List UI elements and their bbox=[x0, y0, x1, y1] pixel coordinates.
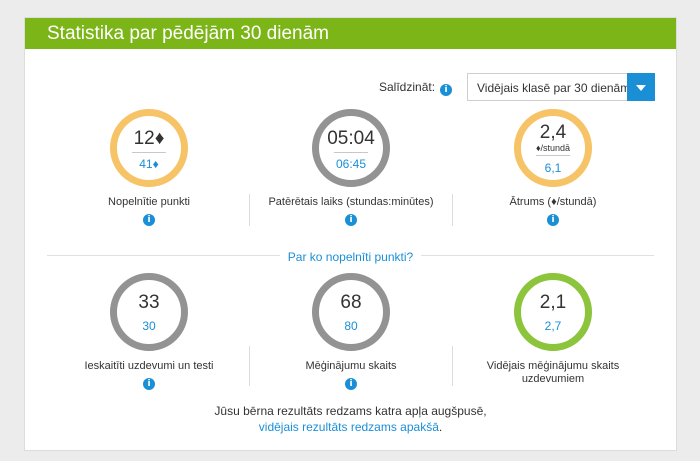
stat-label-line: uzdevumiem bbox=[521, 373, 585, 385]
chevron-down-icon[interactable] bbox=[627, 73, 655, 101]
column-separator bbox=[452, 194, 453, 226]
compare-select-value: Vidējais klasē par 30 dienām ( bbox=[477, 81, 627, 95]
stat-average-attempts: 2,1 2,7 Vidējais mēģinājumu skaits uzdev… bbox=[453, 273, 653, 386]
footer-note: Jūsu bērna rezultāts redzams katra apļa … bbox=[25, 403, 676, 435]
stat-compare-value: 6,1 bbox=[544, 161, 562, 175]
stat-ring: 05:04 06:45 bbox=[312, 109, 390, 187]
stat-label-line: Vidējais mēģinājumu skaits bbox=[486, 360, 620, 372]
stat-label: Nopelnītie punkti bbox=[108, 196, 190, 208]
statistics-panel: Statistika par pēdējām 30 dienām Salīdzi… bbox=[24, 17, 677, 451]
panel-title: Statistika par pēdējām 30 dienām bbox=[25, 18, 676, 49]
stat-compare-value: 2,7 bbox=[544, 319, 562, 333]
stat-value: 12♦ bbox=[133, 128, 165, 149]
info-icon[interactable]: i bbox=[143, 214, 155, 226]
column-separator bbox=[452, 346, 453, 386]
stat-compare-value: 80 bbox=[344, 319, 358, 333]
stat-time-spent: 05:04 06:45 Patērētais laiks (stundas:mi… bbox=[251, 109, 451, 227]
stat-earned-points: 12♦ 41♦ Nopelnītie punkti i bbox=[49, 109, 249, 227]
stat-label: Vidējais mēģinājumu skaits uzdevumiem bbox=[453, 360, 653, 386]
info-icon[interactable]: i bbox=[143, 378, 155, 390]
stat-speed: 2,4 ♦/stundā 6,1 Ātrums (♦/stundā) i bbox=[453, 109, 653, 227]
stat-value: 68 bbox=[340, 292, 362, 313]
stat-divider bbox=[334, 152, 368, 153]
stat-ring: 2,4 ♦/stundā 6,1 bbox=[514, 109, 592, 187]
compare-label-text: Salīdzināt: bbox=[379, 80, 436, 94]
footer-line: Jūsu bērna rezultāts redzams katra apļa … bbox=[214, 404, 487, 418]
stat-compare-value: 30 bbox=[142, 319, 156, 333]
stat-ring: 12♦ 41♦ bbox=[110, 109, 188, 187]
footer-period: . bbox=[438, 420, 443, 434]
compare-label: Salīdzināt: i bbox=[379, 80, 453, 96]
info-icon[interactable]: i bbox=[547, 214, 559, 226]
stat-unit: ♦/stundā bbox=[535, 143, 571, 153]
info-icon[interactable]: i bbox=[440, 84, 453, 96]
stat-value: 05:04 bbox=[327, 128, 375, 149]
stat-attempts: 68 80 Mēģinājumu skaits i bbox=[251, 273, 451, 391]
stat-divider bbox=[536, 155, 570, 156]
stat-compare-value: 41♦ bbox=[139, 157, 159, 171]
stat-ring: 68 80 bbox=[312, 273, 390, 351]
column-separator bbox=[249, 194, 250, 226]
footer-link[interactable]: vidējais rezultāts redzams apakšā bbox=[258, 420, 439, 434]
column-separator bbox=[249, 346, 250, 386]
stat-label: Ieskaitīti uzdevumi un testi bbox=[84, 360, 214, 372]
stat-label: Mēģinājumu skaits bbox=[305, 360, 397, 372]
stat-value: 33 bbox=[138, 292, 160, 313]
stat-completed-tasks: 33 30 Ieskaitīti uzdevumi un testi i bbox=[49, 273, 249, 391]
stat-value: 2,4 bbox=[539, 122, 567, 143]
stat-divider bbox=[132, 152, 166, 153]
footer-line: vidējais rezultāts redzams apakšā. bbox=[25, 419, 676, 435]
stat-value: 2,1 bbox=[539, 292, 567, 313]
stat-ring: 33 30 bbox=[110, 273, 188, 351]
points-explanation: Par ko nopelnīti punkti? bbox=[25, 248, 676, 266]
stat-label: Patērētais laiks (stundas:minūtes) bbox=[268, 196, 434, 208]
stat-label: Ātrums (♦/stundā) bbox=[509, 196, 597, 208]
compare-select[interactable]: Vidējais klasē par 30 dienām ( bbox=[467, 73, 655, 101]
points-explanation-link[interactable]: Par ko nopelnīti punkti? bbox=[279, 250, 422, 264]
stat-compare-value: 06:45 bbox=[335, 157, 367, 171]
stat-ring: 2,1 2,7 bbox=[514, 273, 592, 351]
info-icon[interactable]: i bbox=[345, 378, 357, 390]
info-icon[interactable]: i bbox=[345, 214, 357, 226]
compare-row: Salīdzināt: i Vidējais klasē par 30 dienā… bbox=[25, 73, 676, 103]
